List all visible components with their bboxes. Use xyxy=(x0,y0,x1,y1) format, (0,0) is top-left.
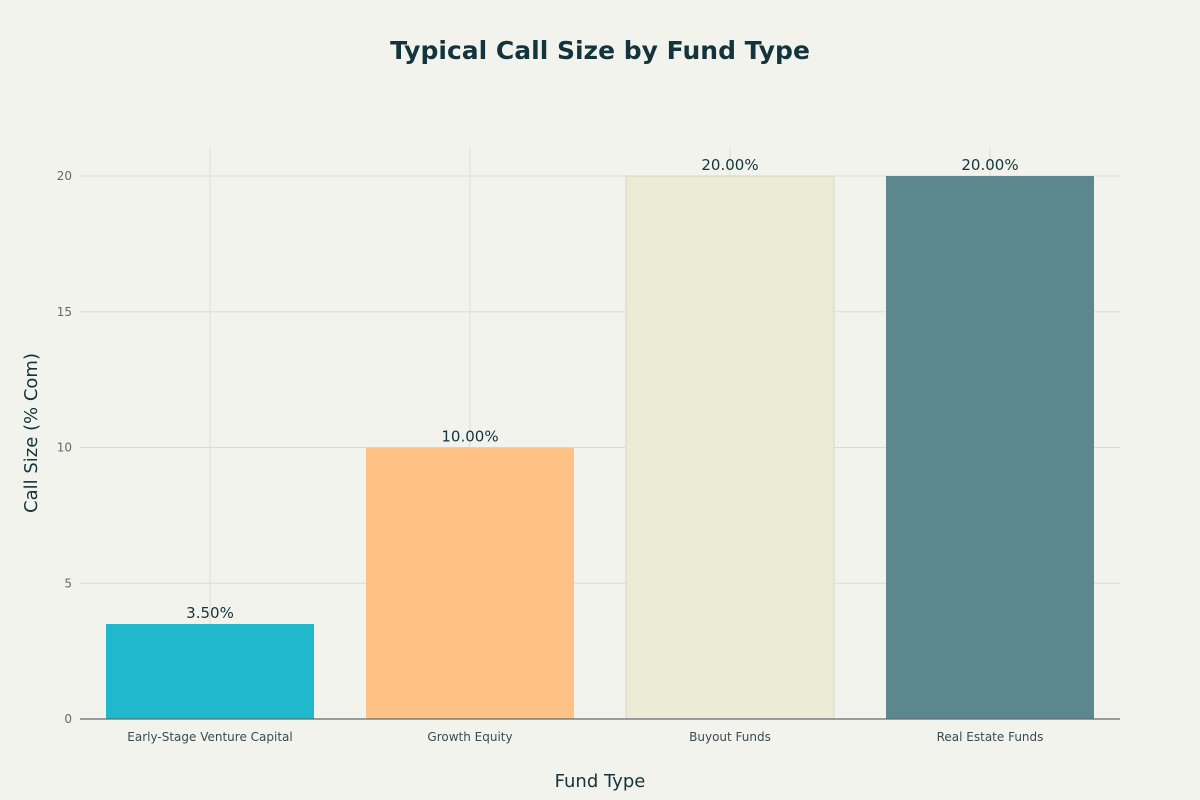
x-tick-label: Real Estate Funds xyxy=(937,730,1044,744)
bar xyxy=(625,175,835,720)
bar xyxy=(886,176,1094,719)
y-tick-label: 5 xyxy=(64,576,72,590)
data-label: 20.00% xyxy=(961,156,1018,174)
data-label: 3.50% xyxy=(186,604,234,622)
y-tick-label: 10 xyxy=(57,441,72,455)
y-tick-label: 20 xyxy=(57,169,72,183)
bar xyxy=(366,447,574,719)
x-tick-label: Growth Equity xyxy=(427,730,512,744)
y-tick-label: 15 xyxy=(57,305,72,319)
data-label: 10.00% xyxy=(441,428,498,446)
x-tick-label: Early-Stage Venture Capital xyxy=(127,730,292,744)
bar xyxy=(106,623,314,719)
y-tick-label: 0 xyxy=(64,712,72,726)
chart-title: Typical Call Size by Fund Type xyxy=(390,36,810,65)
y-axis-label: Call Size (% Com) xyxy=(21,353,42,513)
labels: 0 5 10 15 20 3.50% Early-Stage Venture Capital… xyxy=(57,156,1120,744)
x-tick-label: Buyout Funds xyxy=(689,730,771,744)
data-label: 20.00% xyxy=(701,156,758,174)
bars xyxy=(106,175,1094,720)
x-axis-label: Fund Type xyxy=(555,771,646,792)
